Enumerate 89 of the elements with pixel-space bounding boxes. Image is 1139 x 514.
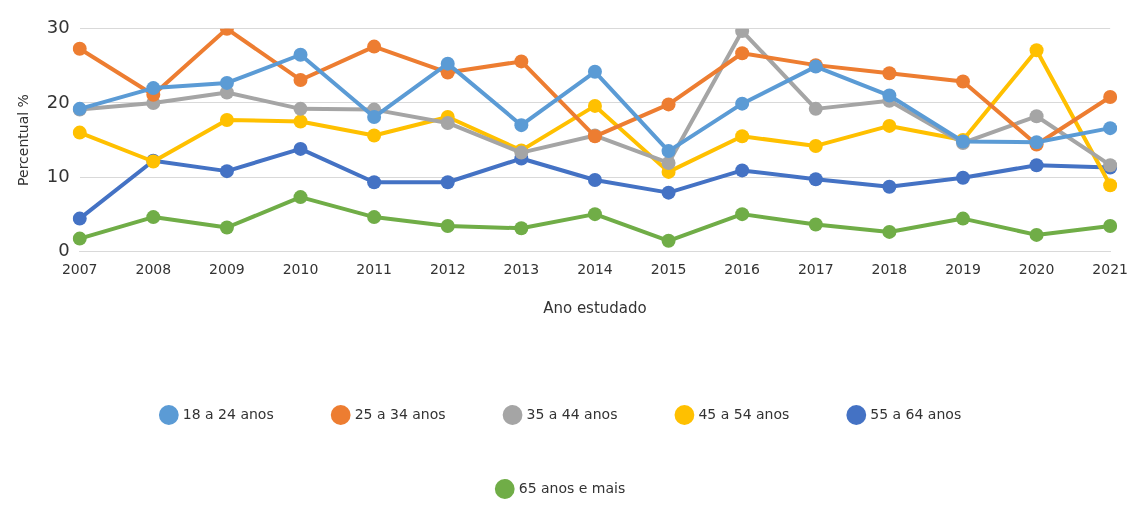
point (367, 128, 382, 143)
point (661, 155, 676, 170)
y-tick-label: 10 (46, 164, 70, 186)
point (219, 164, 234, 179)
point (367, 210, 382, 225)
point (955, 211, 970, 226)
x-tick-label: 2016 (724, 261, 761, 278)
x-tick-label: 2008 (135, 261, 172, 278)
point (146, 210, 161, 225)
legend-label: 25 a 34 anos (354, 405, 446, 422)
point (587, 64, 602, 79)
point (72, 41, 87, 56)
point (219, 220, 234, 235)
x-tick-label: 2018 (871, 261, 908, 278)
x-tick-label: 2021 (1092, 261, 1129, 278)
point (882, 179, 897, 194)
point (367, 110, 382, 125)
point (735, 96, 750, 111)
point (587, 173, 602, 188)
point (293, 141, 308, 156)
point (293, 101, 308, 116)
point (735, 207, 750, 222)
point (219, 75, 234, 90)
point (661, 144, 676, 159)
point (955, 170, 970, 185)
point (661, 185, 676, 200)
point (735, 129, 750, 144)
point (367, 175, 382, 190)
point (514, 54, 529, 69)
x-tick-label: 2010 (282, 261, 319, 278)
point (882, 88, 897, 103)
point (1029, 43, 1044, 58)
point (72, 231, 87, 246)
point (735, 163, 750, 178)
point (1103, 178, 1118, 193)
point (1029, 109, 1044, 124)
y-tick-label: 0 (58, 238, 70, 260)
point (735, 46, 750, 61)
point (882, 66, 897, 81)
point (808, 138, 823, 153)
point (440, 219, 455, 233)
point (1029, 158, 1044, 173)
point (1103, 121, 1118, 136)
point (514, 221, 529, 236)
x-tick-label: 2012 (429, 261, 466, 278)
x-tick-label: 2017 (797, 261, 834, 278)
point (440, 56, 455, 71)
point (661, 97, 676, 112)
point (955, 74, 970, 89)
x-tick-label: 2011 (356, 261, 392, 278)
point (514, 118, 529, 133)
point (1103, 90, 1118, 104)
point (367, 39, 382, 54)
point (661, 233, 676, 248)
point (440, 115, 455, 130)
legend-label: 45 a 54 anos (698, 405, 790, 422)
point (587, 98, 602, 113)
x-tick-label: 2013 (503, 261, 540, 278)
legend-label: 65 anos e mais (518, 479, 626, 496)
legend-label: 18 a 24 anos (182, 405, 274, 422)
point (72, 211, 87, 226)
point (587, 207, 602, 222)
point (293, 47, 308, 62)
legend-label: 55 a 64 anos (870, 405, 962, 422)
x-tick-label: 2019 (945, 261, 981, 278)
x-tick-label: 2015 (650, 261, 687, 278)
point (293, 114, 308, 129)
point (882, 224, 897, 239)
point (1103, 219, 1118, 233)
legend-label: 35 a 44 anos (526, 405, 618, 422)
x-tick-label: 2007 (61, 261, 98, 278)
point (808, 172, 823, 187)
point (72, 125, 87, 140)
y-axis-title: Percentual % (15, 94, 32, 186)
y-tick-label: 20 (46, 90, 70, 112)
x-tick-label: 2009 (209, 261, 245, 278)
point (219, 112, 234, 127)
point (440, 175, 455, 190)
point (1029, 227, 1044, 242)
point (146, 81, 161, 96)
x-axis-title: Ano estudado (543, 298, 647, 317)
x-tick-label: 2014 (577, 261, 613, 278)
point (293, 72, 308, 87)
x-tick-label: 2020 (1018, 261, 1055, 278)
point (882, 118, 897, 133)
y-tick-label: 30 (46, 16, 70, 38)
point (808, 217, 823, 232)
point (808, 101, 823, 116)
point (293, 190, 308, 205)
